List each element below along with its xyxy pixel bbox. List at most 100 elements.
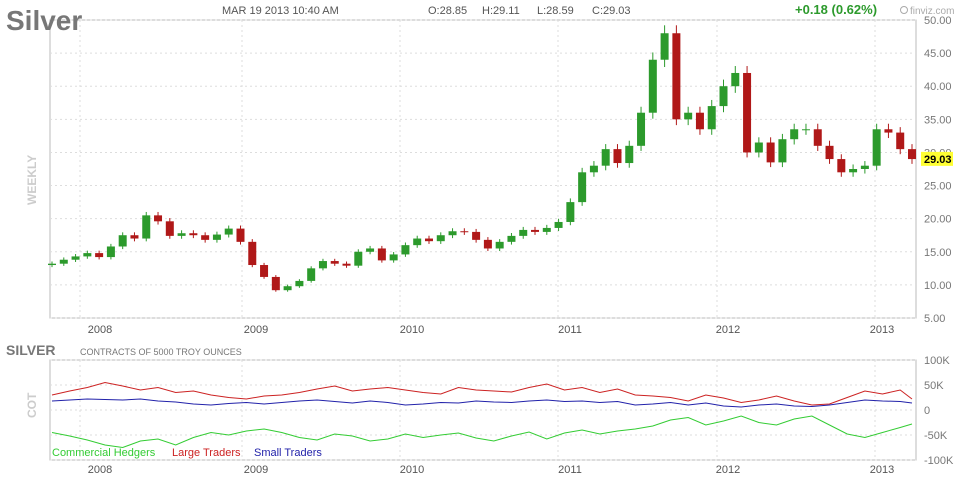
chart-title: Silver — [6, 5, 82, 36]
price-y-tick: 25.00 — [924, 181, 952, 193]
candle-body — [130, 235, 139, 239]
candle — [212, 231, 221, 243]
candle-body — [177, 233, 186, 236]
candle-body — [531, 229, 540, 232]
candle — [83, 250, 92, 259]
candle-body — [778, 139, 787, 163]
candle-body — [248, 241, 257, 266]
candle-body — [448, 231, 457, 236]
candle — [495, 239, 504, 252]
candle-body — [637, 112, 646, 146]
candle — [884, 123, 893, 139]
candle-body — [860, 165, 869, 169]
candle — [318, 258, 327, 271]
price-y-tick: 45.00 — [924, 48, 952, 60]
candle-body — [648, 59, 657, 113]
period-label: WEEKLY — [25, 155, 39, 205]
candle-body — [542, 227, 551, 232]
last-price-value: 29.03 — [924, 154, 952, 166]
candle — [95, 250, 104, 260]
price-x-tick: 2012 — [716, 324, 740, 336]
candle-body — [766, 142, 775, 163]
candle — [413, 235, 422, 248]
candle — [672, 25, 681, 126]
candle — [825, 140, 834, 164]
candle — [71, 254, 80, 263]
candle — [849, 164, 858, 177]
candle — [790, 123, 799, 145]
price-y-tick: 10.00 — [924, 280, 952, 292]
finviz-icon — [900, 6, 908, 14]
candle — [578, 167, 587, 206]
candle-body — [908, 149, 916, 160]
brand-label[interactable]: finviz.com — [910, 6, 954, 17]
candle — [589, 161, 598, 177]
candle — [507, 233, 516, 245]
candle — [472, 228, 481, 243]
candle-body — [695, 112, 704, 130]
candle-body — [707, 106, 716, 130]
candle-body — [719, 86, 728, 107]
candle — [519, 226, 528, 239]
cot-y-tick: 100K — [924, 355, 950, 367]
candle-body — [872, 129, 881, 166]
cot-grid — [50, 359, 916, 461]
candle-body — [660, 33, 669, 60]
cot-x-tick: 2009 — [244, 464, 268, 476]
candle — [625, 140, 634, 168]
candle — [483, 237, 492, 252]
open-label: O:28.85 — [428, 5, 467, 17]
candle-body — [59, 259, 68, 264]
price-panel — [49, 19, 917, 319]
candle — [366, 245, 375, 255]
candle-body — [342, 263, 351, 266]
candle — [837, 154, 846, 177]
candle-body — [460, 231, 469, 233]
candle — [189, 230, 198, 239]
candle-body — [413, 238, 422, 246]
candle-body — [825, 145, 834, 160]
cot-legend: Commercial Hedgers Large Traders Small Tra… — [52, 447, 322, 459]
candle — [436, 232, 445, 244]
candle-body — [154, 215, 163, 222]
candle — [695, 106, 704, 135]
candle-body — [212, 234, 221, 240]
candle-body — [271, 276, 280, 291]
candle — [813, 123, 822, 151]
price-x-axis: 2008 2009 2010 2011 2012 2013 — [88, 324, 894, 336]
cot-x-tick: 2012 — [716, 464, 740, 476]
candle-body — [95, 253, 104, 258]
candle-body — [307, 268, 316, 281]
candle — [154, 211, 163, 225]
price-y-tick: 40.00 — [924, 81, 952, 93]
candle-body — [48, 263, 56, 266]
finviz-logo[interactable]: finviz.com — [900, 6, 955, 17]
price-x-tick: 2011 — [558, 324, 582, 336]
candle — [660, 25, 669, 68]
candle — [354, 249, 363, 268]
candle — [566, 198, 575, 226]
candle — [201, 232, 210, 243]
cot-subtitle: CONTRACTS OF 5000 TROY OUNCES — [80, 347, 242, 357]
candle-body — [507, 235, 516, 242]
price-y-axis: 50.0045.0040.0035.0030.0025.0020.0015.00… — [921, 15, 953, 325]
candle — [542, 224, 551, 235]
candle — [754, 137, 763, 158]
candle-body — [625, 145, 634, 164]
datetime-label: MAR 19 2013 10:40 AM — [222, 5, 339, 17]
candle-body — [790, 129, 799, 140]
candle — [719, 79, 728, 113]
candle-body — [519, 229, 528, 236]
candle-body — [189, 233, 198, 236]
cot-y-axis: 100K 50K 0 -50K -100K — [924, 355, 954, 467]
candle-body — [118, 235, 127, 247]
price-x-tick: 2008 — [88, 324, 112, 336]
candle — [613, 144, 622, 168]
price-y-tick: 50.00 — [924, 15, 952, 27]
candle-body — [318, 261, 327, 269]
candle-body — [260, 265, 269, 277]
candle-body — [283, 286, 292, 291]
candle — [224, 225, 233, 238]
candle — [896, 127, 905, 155]
candle-body — [424, 238, 433, 242]
